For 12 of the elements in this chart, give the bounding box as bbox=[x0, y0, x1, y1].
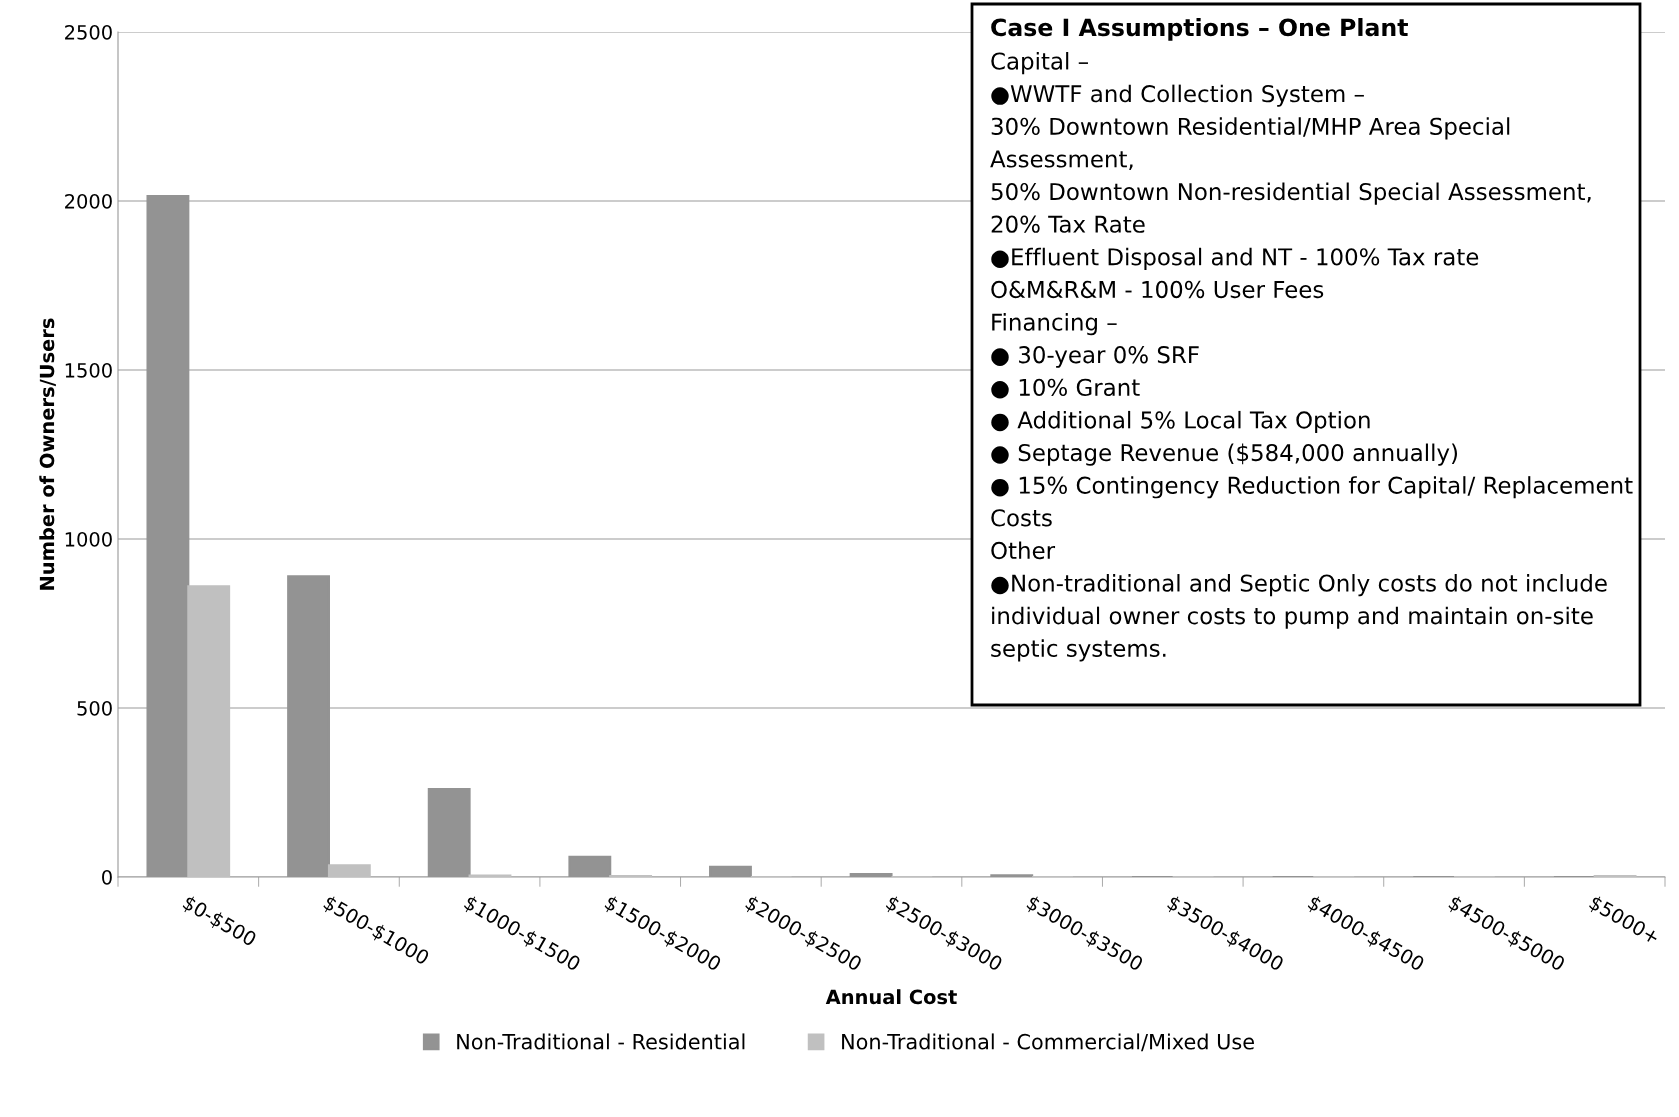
y-tick-label: 1500 bbox=[65, 362, 112, 378]
x-axis-title: Annual Cost bbox=[825, 989, 957, 1005]
y-tick-label: 0 bbox=[102, 869, 112, 885]
legend-label: Non-Traditional - Commercial/Mixed Use bbox=[842, 1033, 1254, 1052]
y-tick-label: 2000 bbox=[65, 193, 112, 209]
y-tick-label: 500 bbox=[77, 700, 112, 716]
y-tick-label: 1000 bbox=[65, 531, 112, 547]
text: Capital – ●WWTF and Collection System – 30% Downtown Residential/MHP Area Special Assessment, 50% Downtown Non-residential Special Assessment, 20% Tax Rate ●Effluent Disposal and NT - 100% Tax rate O&M&R&M - 100% User Fees Financing – ● 30-year 0% SRF ● 10% Grant ● Additional 5% Local Tax Option ● Septage Revenue ($584,000 annually) ● 15% Contingency Reduction for Capital/ Replacement Costs Other ●Non-traditional and Septic Only costs do not include individual owner costs to pump and maintain on-site septic systems. bbox=[990, 52, 1633, 662]
annotation: Case I Assumptions – One Plant bbox=[991, 18, 1408, 41]
y-axis-title: Number of Owners/Users bbox=[39, 318, 56, 590]
legend-label: Non-Traditional - Residential bbox=[457, 1033, 745, 1050]
y-tick-label: 2500 bbox=[65, 24, 112, 40]
